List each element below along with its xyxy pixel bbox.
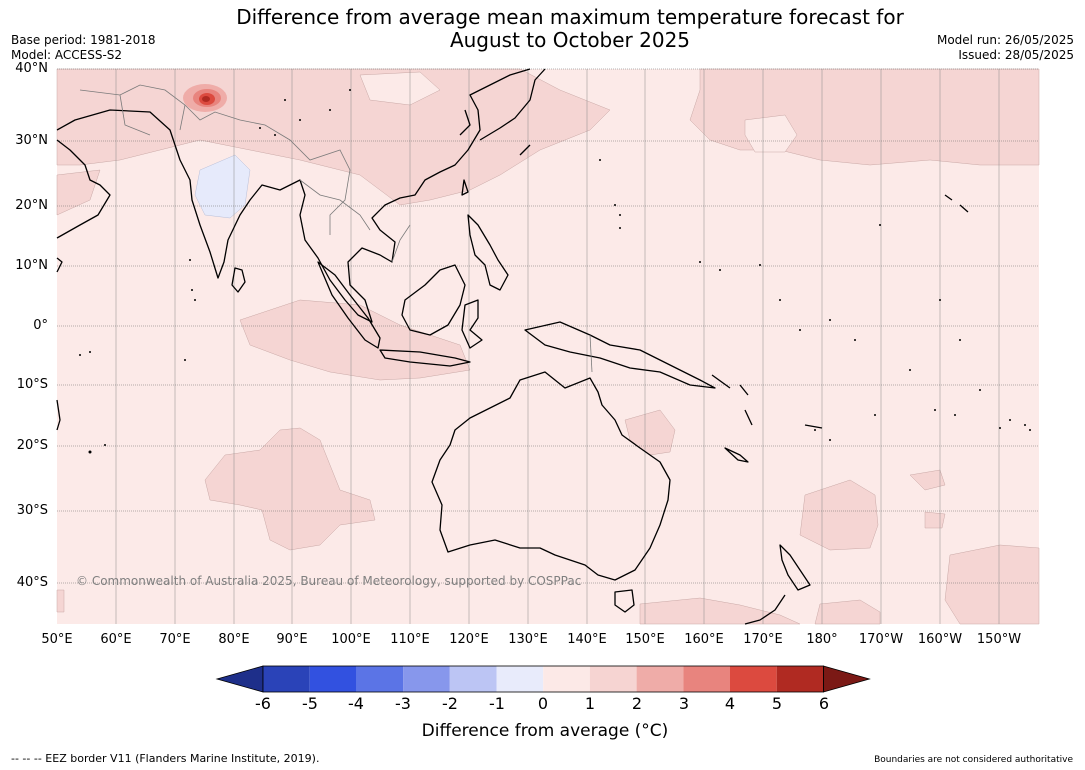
colorbar-cell bbox=[356, 666, 404, 692]
colorbar-title: Difference from average (°C) bbox=[421, 721, 669, 741]
boundaries-disclaimer: Boundaries are not considered authoritat… bbox=[874, 755, 1073, 765]
colorbar-cell bbox=[636, 666, 684, 692]
colorbar-extend-low bbox=[215, 665, 264, 693]
lat-label: 10°N bbox=[15, 258, 48, 273]
lon-label: 60°E bbox=[100, 632, 132, 647]
colorbar-tick: -6 bbox=[255, 694, 271, 713]
lon-label: 170°W bbox=[858, 632, 904, 647]
colorbar-cell bbox=[730, 666, 777, 692]
lon-label: 110°E bbox=[390, 632, 430, 647]
lon-label: 180° bbox=[806, 632, 838, 647]
colorbar bbox=[215, 665, 871, 693]
colorbar-cell bbox=[449, 666, 497, 692]
lon-label: 150°W bbox=[976, 632, 1022, 647]
colorbar-tick: 2 bbox=[631, 694, 643, 713]
lat-label: 20°N bbox=[15, 198, 48, 213]
colorbar-tick: -4 bbox=[348, 694, 364, 713]
copyright-notice: © Commonwealth of Australia 2025, Bureau… bbox=[76, 574, 582, 588]
lat-label: 20°S bbox=[16, 438, 48, 453]
colorbar-cell bbox=[496, 666, 544, 692]
lon-label: 80°E bbox=[218, 632, 250, 647]
colorbar-cell bbox=[589, 666, 637, 692]
colorbar-tick: 4 bbox=[724, 694, 736, 713]
model-name: Model: ACCESS-S2 bbox=[11, 48, 123, 62]
lon-label: 150°E bbox=[625, 632, 665, 647]
lon-label: 160°E bbox=[684, 632, 724, 647]
colorbar-tick: 5 bbox=[771, 694, 783, 713]
colorbar-tick: -2 bbox=[442, 694, 458, 713]
lat-label: 10°S bbox=[16, 377, 48, 392]
colorbar-extend-high bbox=[823, 665, 871, 693]
lon-label: 70°E bbox=[159, 632, 191, 647]
lat-label: 40°N bbox=[15, 61, 48, 76]
lon-label: 170°E bbox=[743, 632, 783, 647]
lon-label: 160°W bbox=[917, 632, 963, 647]
colorbar-cell bbox=[543, 666, 590, 692]
colorbar-frame bbox=[262, 665, 824, 693]
lon-label: 100°E bbox=[331, 632, 371, 647]
lon-label: 90°E bbox=[276, 632, 308, 647]
colorbar-tick: 3 bbox=[678, 694, 690, 713]
colorbar-cell bbox=[776, 666, 824, 692]
base-period: Base period: 1981-2018 bbox=[11, 33, 156, 47]
map-title-line2: August to October 2025 bbox=[449, 28, 691, 52]
lat-label: 0° bbox=[33, 318, 48, 333]
lon-label: 120°E bbox=[449, 632, 489, 647]
map-title-line1: Difference from average mean maximum tem… bbox=[236, 5, 904, 29]
lon-label: 50°E bbox=[41, 632, 73, 647]
colorbar-cell bbox=[683, 666, 730, 692]
issued-date: Issued: 28/05/2025 bbox=[958, 48, 1074, 62]
colorbar-tick: 0 bbox=[537, 694, 549, 713]
lon-label: 130°E bbox=[508, 632, 548, 647]
model-run: Model run: 26/05/2025 bbox=[936, 33, 1074, 47]
colorbar-tick: -5 bbox=[302, 694, 318, 713]
lat-label: 40°S bbox=[16, 575, 48, 590]
colorbar-tick: -3 bbox=[395, 694, 411, 713]
colorbar-tick: -1 bbox=[489, 694, 505, 713]
colorbar-tick: 1 bbox=[584, 694, 596, 713]
lat-label: 30°N bbox=[15, 133, 48, 148]
colorbar-cell bbox=[309, 666, 357, 692]
colorbar-cell bbox=[263, 666, 310, 692]
lat-label: 30°S bbox=[16, 503, 48, 518]
colorbar-cell bbox=[403, 666, 450, 692]
colorbar-tick: 6 bbox=[818, 694, 830, 713]
eez-border-note: -- -- -- EEZ border V11 (Flanders Marine… bbox=[11, 752, 320, 765]
lon-label: 140°E bbox=[567, 632, 607, 647]
